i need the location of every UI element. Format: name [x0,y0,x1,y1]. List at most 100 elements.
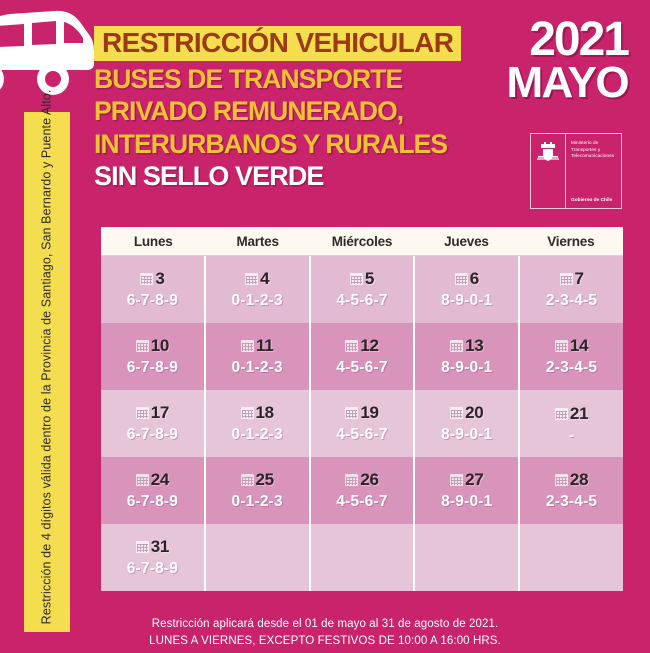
calendar-day-cell[interactable]: 14 2-3-4-5 [520,323,623,390]
calendar-icon [450,474,464,486]
calendar-week-row: 10 6-7-8-9 11 0-1-2-3 12 4-5-6-7 13 8-9-0-1 14 2-… [101,323,623,390]
day-number: 7 [559,269,584,289]
calendar-icon [240,407,254,419]
day-number: 24 [135,470,170,490]
day-number: 17 [135,403,170,423]
day-number-text: 6 [469,269,479,288]
government-label: Gobierno de Chile [571,198,613,203]
calendar-day-cell[interactable]: 4 0-1-2-3 [206,256,311,323]
bus-icon [0,2,102,110]
day-number-text: 27 [465,470,484,489]
restricted-digits: 6-7-8-9 [126,493,179,510]
day-number: 27 [450,470,484,490]
calendar-icon [554,407,568,420]
calendar-day-cell[interactable]: 11 0-1-2-3 [206,323,311,390]
restricted-digits: 4-5-6-7 [336,426,388,443]
calendar-day-cell[interactable]: 28 2-3-4-5 [520,457,623,524]
restricted-digits: 2-3-4-5 [545,292,598,309]
day-number: 4 [245,269,270,289]
day-number: 13 [450,336,484,356]
calendar-icon [554,340,568,352]
year-label: 2021 [529,13,630,66]
restricted-digits: 2-3-4-5 [545,359,598,376]
restricted-digits: 4-5-6-7 [336,493,388,510]
column-header-viernes: Viernes [547,233,595,249]
restricted-digits: 2-3-4-5 [545,493,598,510]
calendar-day-cell[interactable]: 31 6-7-8-9 [101,524,206,591]
day-number-text: 19 [360,403,379,422]
restricted-digits: 4-5-6-7 [336,359,388,376]
restricted-digits: 8-9-0-1 [441,292,493,309]
ministry-logo: Ministerio de Transportes y Telecomunica… [530,133,622,209]
calendar-day-cell[interactable]: 13 8-9-0-1 [415,323,521,390]
restricted-digits: 8-9-0-1 [441,493,493,510]
day-number-text: 31 [150,537,170,556]
day-number-text: 17 [150,403,170,422]
day-number: 21 [554,404,589,424]
calendar-day-cell[interactable]: 12 4-5-6-7 [311,323,416,390]
headline-subtitle: SIN SELLO VERDE [94,160,324,191]
calendar-icon [345,474,359,486]
calendar-icon [349,273,363,285]
restricted-digits: 0-1-2-3 [231,426,283,443]
calendar-day-cell[interactable]: 21 - [520,390,623,457]
restricted-digits: 0-1-2-3 [231,493,283,510]
footer-note: Restricción aplicará desde el 01 de mayo… [0,616,650,649]
day-number-text: 26 [360,470,379,489]
day-number-text: 13 [465,336,484,355]
side-note-panel: Restricción de 4 dígitos válida dentro d… [24,89,70,632]
calendar-day-cell[interactable]: 20 8-9-0-1 [415,390,521,457]
calendar-empty-cell [415,524,521,591]
calendar-icon [450,340,464,352]
restriction-calendar: Lunes Martes Miércoles Jueves Viernes 3 6… [101,227,623,591]
calendar-day-cell[interactable]: 26 4-5-6-7 [311,457,416,524]
calendar-icon [245,273,259,285]
ministry-title: Ministerio de Transportes y Telecomunica… [571,140,615,159]
calendar-icon [345,340,359,352]
calendar-day-cell[interactable]: 5 4-5-6-7 [311,256,416,323]
calendar-day-cell[interactable]: 18 0-1-2-3 [206,390,311,457]
restricted-digits: 6-7-8-9 [126,426,179,443]
calendar-day-cell[interactable]: 19 4-5-6-7 [311,390,416,457]
footer-line-1: Restricción aplicará desde el 01 de mayo… [151,618,499,630]
calendar-icon [241,340,254,352]
calendar-day-cell[interactable]: 17 6-7-8-9 [101,390,206,457]
calendar-day-cell[interactable]: 7 2-3-4-5 [520,256,623,323]
restricted-digits: 0-1-2-3 [231,359,283,376]
calendar-week-row: 31 6-7-8-9 [101,524,623,591]
day-number-text: 18 [255,403,275,422]
chile-coat-of-arms-icon [531,134,566,208]
day-number-text: 24 [150,470,170,489]
day-number-text: 4 [260,269,270,288]
day-number-text: 12 [360,336,379,355]
day-number-text: 11 [256,336,274,355]
day-number: 3 [140,269,165,289]
day-number-text: 14 [569,336,589,355]
day-number: 10 [135,336,170,356]
day-number-text: 3 [155,269,165,288]
calendar-icon [345,407,359,419]
calendar-day-cell[interactable]: 24 6-7-8-9 [101,457,206,524]
calendar-day-cell[interactable]: 10 6-7-8-9 [101,323,206,390]
headline-line-2: PRIVADO REMUNERADO, [94,96,404,127]
day-number-text: 28 [569,470,589,489]
headline-line-1: BUSES DE TRANSPORTE [94,64,403,95]
calendar-icon [135,407,149,419]
day-number-text: 25 [255,470,275,489]
side-note-text: Restricción de 4 dígitos válida dentro d… [39,89,54,625]
calendar-day-cell[interactable]: 27 8-9-0-1 [415,457,521,524]
calendar-day-cell[interactable]: 3 6-7-8-9 [101,256,206,323]
restricted-digits: 6-7-8-9 [126,359,179,376]
day-number: 25 [240,470,275,490]
calendar-day-cell[interactable]: 25 0-1-2-3 [206,457,311,524]
date-stack: 2021 MAYO [506,13,630,104]
calendar-body: 3 6-7-8-9 4 0-1-2-3 5 4-5-6-7 6 8-9-0-1 7 2-3-4-5… [101,256,623,591]
day-number: 26 [345,470,379,490]
day-number: 6 [454,269,479,289]
day-number-text: 10 [150,336,170,355]
footer-line-2: LUNES A VIERNES, EXCEPTO FESTIVOS DE 10:… [149,634,501,647]
calendar-empty-cell [520,524,623,591]
headline-badge: RESTRICCIÓN VEHICULAR [94,26,462,62]
calendar-empty-cell [311,524,416,591]
calendar-day-cell[interactable]: 6 8-9-0-1 [415,256,521,323]
